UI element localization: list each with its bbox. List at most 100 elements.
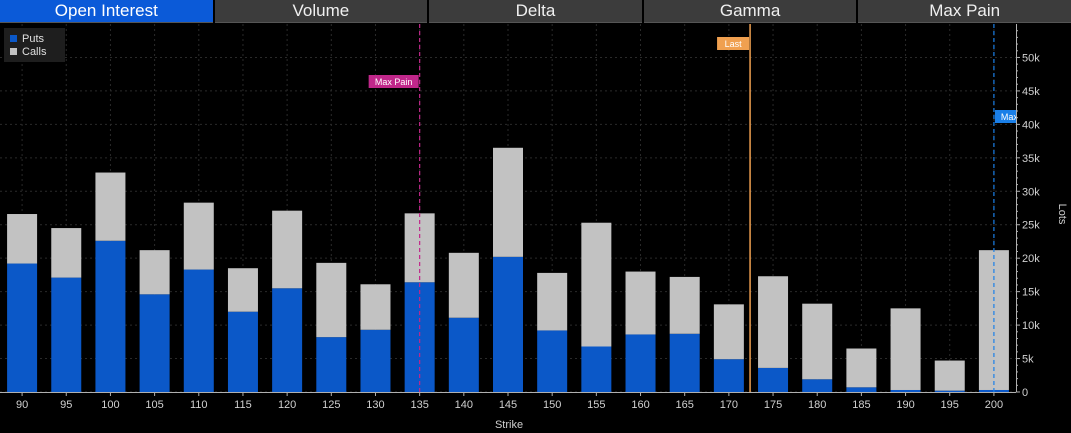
reference-flag (717, 37, 750, 50)
tab-volume[interactable]: Volume (214, 0, 428, 23)
chart-tab-bar: Open Interest Volume Delta Gamma Max Pai… (0, 0, 1071, 24)
x-tick-label: 125 (322, 399, 340, 411)
legend-swatch-puts (10, 35, 17, 42)
axes-layer: 90 95 100 105 110 115 120 125 130 135 140 145 150 155… (0, 24, 1040, 411)
bar-calls (537, 272, 568, 331)
y-tick-label: 5k (1022, 354, 1034, 366)
bar-calls (625, 271, 656, 335)
x-axis-title: Strike (495, 419, 523, 431)
x-tick-label: 105 (145, 399, 163, 411)
y-tick-label: 20k (1022, 253, 1040, 265)
bar-calls (713, 304, 744, 360)
bar-puts (272, 288, 303, 392)
legend-label-calls: Calls (22, 46, 47, 58)
bar-puts (846, 387, 877, 392)
bar-calls (890, 308, 921, 390)
x-tick-label: 95 (60, 399, 72, 411)
x-tick-label: 135 (410, 399, 428, 411)
reference-flag-label: Max Pain (375, 77, 413, 87)
legend: Puts Calls (4, 28, 65, 62)
bar-calls (7, 214, 38, 264)
bar-puts (360, 329, 391, 392)
bar-puts (669, 333, 700, 392)
bar-puts (227, 311, 258, 392)
y-tick-label: 50k (1022, 52, 1040, 64)
reference-lines-layer: Max Pain Last Max Call OI (368, 24, 1048, 392)
y-axis-title: Lots (1056, 204, 1068, 225)
bar-puts (890, 389, 921, 392)
x-tick-label: 190 (896, 399, 914, 411)
bar-puts (95, 240, 126, 392)
x-tick-label: 165 (676, 399, 694, 411)
open-interest-chart: Max Pain Last Max Call OI 90 95 100 105 110 115… (0, 24, 1068, 431)
tab-delta[interactable]: Delta (429, 0, 642, 23)
bar-calls (448, 252, 479, 318)
tab-max-pain[interactable]: Max Pain (858, 0, 1071, 23)
bar-calls (139, 250, 170, 295)
reference-flag-label: Max Call OI (1001, 112, 1048, 122)
bar-calls (227, 268, 258, 312)
y-tick-label: 10k (1022, 320, 1040, 332)
bar-calls (493, 147, 523, 257)
bar-calls (934, 360, 965, 391)
legend-label-puts: Puts (22, 33, 45, 45)
legend-swatch-calls (10, 48, 17, 55)
legend-box (4, 28, 65, 62)
x-tick-label: 90 (16, 399, 28, 411)
bar-puts (139, 294, 170, 392)
x-tick-label: 145 (499, 399, 517, 411)
y-tick-label: 40k (1022, 119, 1040, 131)
bar-puts (316, 337, 347, 392)
x-tick-label: 160 (631, 399, 649, 411)
bar-puts (7, 263, 38, 392)
y-tick-label: 30k (1022, 186, 1040, 198)
x-tick-label: 170 (720, 399, 738, 411)
x-tick-label: 180 (808, 399, 826, 411)
bar-puts (713, 359, 744, 392)
x-tick-label: 195 (941, 399, 959, 411)
reference-flag-label: Last (725, 39, 743, 49)
x-tick-label: 185 (852, 399, 870, 411)
x-tick-label: 115 (234, 399, 252, 411)
reference-flag (994, 110, 1016, 123)
bar-calls (51, 228, 82, 278)
bar-puts (537, 330, 568, 392)
x-tick-label: 100 (101, 399, 119, 411)
x-tick-label: 200 (985, 399, 1003, 411)
tab-gamma[interactable]: Gamma (643, 0, 857, 23)
bar-calls (758, 276, 789, 368)
y-tick-label: 25k (1022, 220, 1040, 232)
x-tick-label: 140 (455, 399, 473, 411)
x-tick-label: 155 (587, 399, 605, 411)
bar-puts (581, 346, 612, 392)
bar-calls (95, 172, 126, 241)
bar-puts (625, 334, 656, 392)
x-tick-label: 120 (278, 399, 296, 411)
y-tick-label: 0 (1022, 387, 1028, 399)
bars-layer (7, 147, 1009, 392)
x-tick-label: 175 (764, 399, 782, 411)
bar-calls (669, 276, 700, 334)
bar-calls (183, 202, 214, 270)
bar-calls (846, 348, 877, 388)
bar-puts (934, 390, 965, 392)
tab-open-interest[interactable]: Open Interest (0, 0, 213, 23)
bar-calls (272, 210, 303, 289)
x-tick-label: 130 (366, 399, 384, 411)
bar-puts (493, 256, 523, 392)
bar-puts (802, 379, 833, 392)
x-tick-label: 110 (190, 399, 208, 411)
x-tick-label: 150 (543, 399, 561, 411)
bar-puts (758, 367, 789, 392)
reference-flag (368, 75, 419, 88)
y-tick-label: 35k (1022, 153, 1040, 165)
bar-puts (183, 269, 214, 392)
y-tick-label: 15k (1022, 287, 1040, 299)
bar-puts (448, 317, 479, 392)
bar-calls (316, 262, 347, 338)
bar-calls (802, 303, 833, 380)
y-tick-label: 45k (1022, 86, 1040, 98)
bar-calls (360, 284, 391, 330)
bar-puts (51, 277, 82, 392)
bar-calls (581, 222, 612, 347)
